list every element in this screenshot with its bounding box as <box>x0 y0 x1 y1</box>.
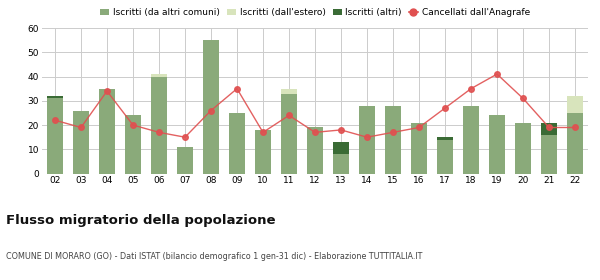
Bar <box>541 135 557 174</box>
Cancellati dall'Anagrafe <box>493 73 500 76</box>
Bar <box>73 111 89 174</box>
Bar <box>229 113 245 174</box>
Cancellati dall'Anagrafe <box>155 131 163 134</box>
Bar <box>177 147 193 174</box>
Cancellati dall'Anagrafe <box>337 128 344 132</box>
Cancellati dall'Anagrafe <box>77 126 85 129</box>
Bar <box>47 98 63 174</box>
Cancellati dall'Anagrafe <box>130 123 137 127</box>
Bar <box>99 89 115 174</box>
Bar <box>255 130 271 174</box>
Cancellati dall'Anagrafe <box>52 118 59 122</box>
Cancellati dall'Anagrafe <box>103 89 110 93</box>
Cancellati dall'Anagrafe <box>415 126 422 129</box>
Cancellati dall'Anagrafe <box>208 109 215 112</box>
Bar <box>333 154 349 174</box>
Cancellati dall'Anagrafe <box>389 131 397 134</box>
Cancellati dall'Anagrafe <box>467 87 475 90</box>
Bar <box>515 123 531 174</box>
Cancellati dall'Anagrafe <box>181 136 188 139</box>
Cancellati dall'Anagrafe <box>311 131 319 134</box>
Cancellati dall'Anagrafe <box>571 126 578 129</box>
Bar <box>151 76 167 174</box>
Bar <box>359 106 375 174</box>
Bar <box>203 40 219 174</box>
Bar <box>307 127 323 174</box>
Text: COMUNE DI MORARO (GO) - Dati ISTAT (bilancio demografico 1 gen-31 dic) - Elabora: COMUNE DI MORARO (GO) - Dati ISTAT (bila… <box>6 252 422 261</box>
Line: Cancellati dall'Anagrafe: Cancellati dall'Anagrafe <box>52 71 578 140</box>
Bar <box>151 74 167 76</box>
Bar <box>567 96 583 113</box>
Cancellati dall'Anagrafe <box>442 106 449 110</box>
Bar <box>437 137 453 140</box>
Bar <box>567 113 583 174</box>
Text: Flusso migratorio della popolazione: Flusso migratorio della popolazione <box>6 214 275 227</box>
Bar <box>47 96 63 98</box>
Cancellati dall'Anagrafe <box>286 114 293 117</box>
Cancellati dall'Anagrafe <box>364 136 371 139</box>
Bar <box>385 106 401 174</box>
Cancellati dall'Anagrafe <box>233 87 241 90</box>
Bar <box>333 149 349 154</box>
Bar <box>463 106 479 174</box>
Bar <box>333 142 349 154</box>
Cancellati dall'Anagrafe <box>520 97 527 100</box>
Legend: Iscritti (da altri comuni), Iscritti (dall'estero), Iscritti (altri), Cancellati: Iscritti (da altri comuni), Iscritti (da… <box>97 4 533 20</box>
Bar <box>541 123 557 135</box>
Bar <box>281 94 297 174</box>
Cancellati dall'Anagrafe <box>545 126 553 129</box>
Bar <box>437 140 453 174</box>
Bar <box>489 115 505 174</box>
Bar <box>411 123 427 174</box>
Bar <box>125 115 141 174</box>
Bar <box>281 89 297 94</box>
Cancellati dall'Anagrafe <box>259 131 266 134</box>
